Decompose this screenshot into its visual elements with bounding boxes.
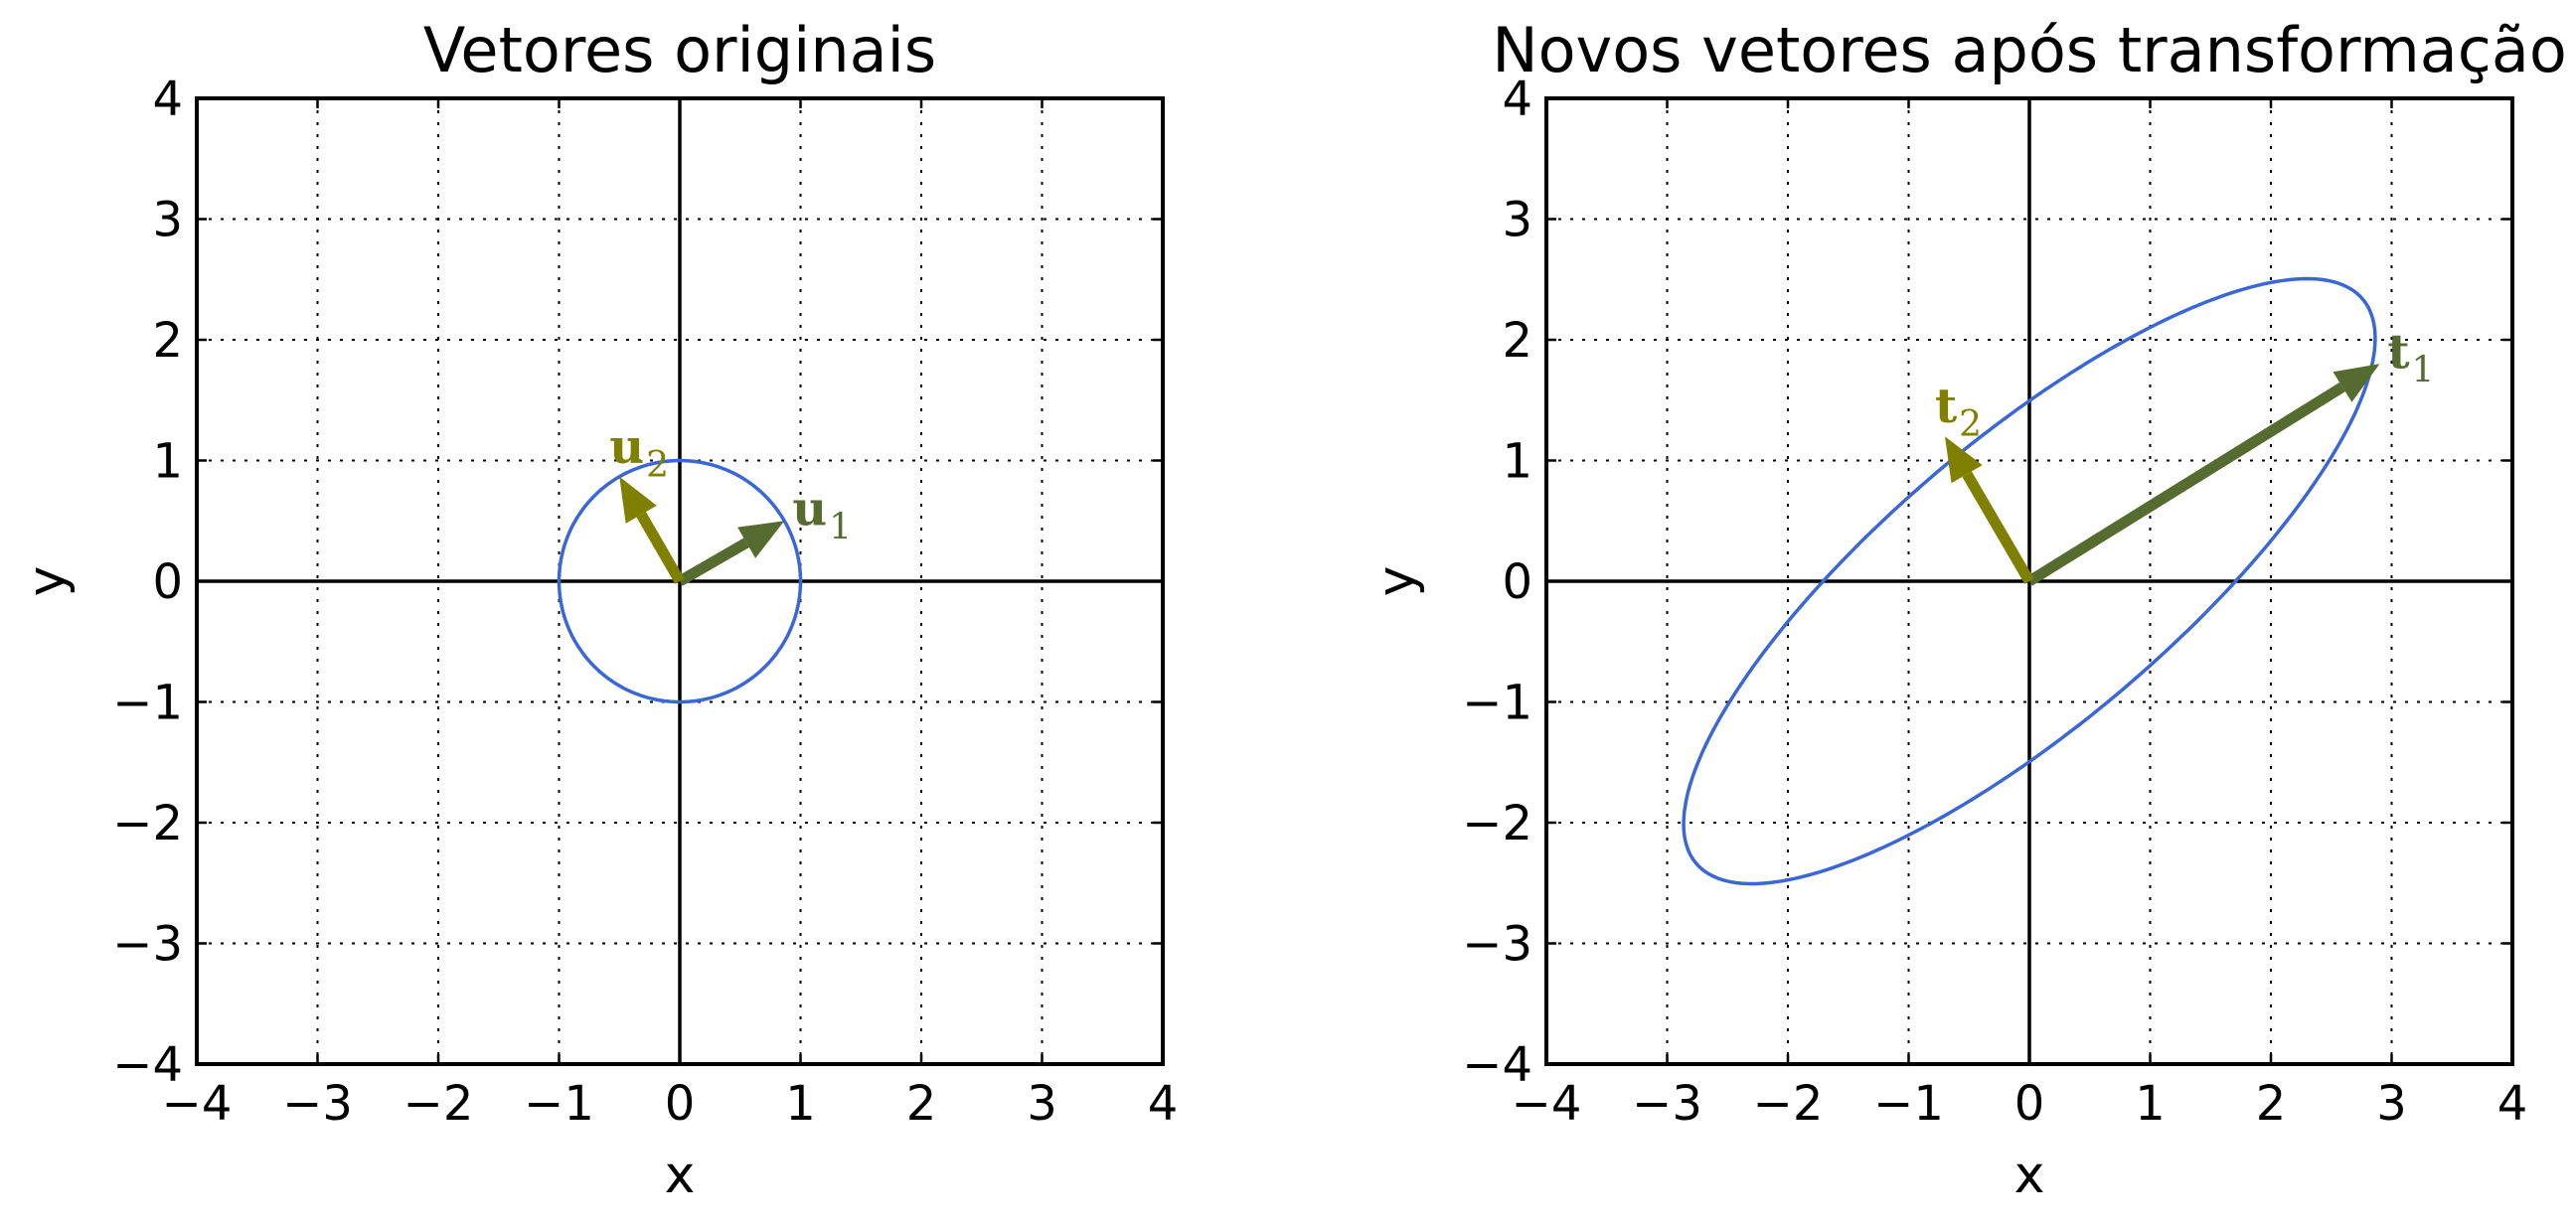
- y-tick-label: −3: [112, 917, 183, 973]
- x-tick-label: 0: [2014, 1076, 2045, 1132]
- x-tick-label: 1: [2135, 1076, 2166, 1132]
- y-axis-label: y: [1367, 566, 1426, 597]
- vector-t2-head: [1944, 436, 1983, 484]
- y-tick-label: 4: [152, 72, 183, 127]
- y-tick-label: 2: [152, 313, 183, 369]
- y-tick-label: −1: [112, 676, 183, 731]
- y-tick-label: −4: [1462, 1037, 1532, 1093]
- vector-u1-head: [737, 521, 785, 558]
- x-tick-label: 2: [2256, 1076, 2287, 1132]
- y-tick-label: 3: [152, 193, 183, 248]
- vector-t1-shaft: [2026, 382, 2345, 586]
- x-tick-label: −1: [524, 1076, 594, 1132]
- y-tick-label: 4: [1502, 72, 1532, 127]
- curve-ellipse: [1682, 276, 2377, 886]
- x-tick-label: 3: [2376, 1076, 2407, 1132]
- vector-t1-head: [2333, 364, 2380, 402]
- x-tick-label: −3: [1632, 1076, 1702, 1132]
- y-tick-label: 1: [1502, 434, 1532, 490]
- x-tick-label: 3: [1027, 1076, 1057, 1132]
- y-tick-label: −3: [1462, 917, 1532, 973]
- x-axis-label: x: [2014, 1146, 2045, 1205]
- curve-circle: [557, 458, 803, 704]
- y-tick-label: 3: [1502, 193, 1532, 248]
- vector-u2-head: [619, 476, 657, 524]
- y-tick-label: −1: [1462, 676, 1532, 731]
- x-tick-label: 2: [906, 1076, 937, 1132]
- x-tick-label: −2: [403, 1076, 474, 1132]
- chart-title: Novos vetores após transformação: [1492, 14, 2567, 86]
- x-tick-label: 4: [2497, 1076, 2528, 1132]
- chart-title: Vetores originais: [423, 14, 936, 86]
- y-tick-label: 0: [152, 554, 183, 610]
- vector-label-t2: t2: [1935, 379, 1982, 445]
- y-tick-label: −2: [1462, 796, 1532, 851]
- y-tick-label: 0: [1502, 554, 1532, 610]
- x-tick-label: 0: [665, 1076, 696, 1132]
- chart-panel-2: −4 −3 −2 −1 0 1 2 3 4 −4 −3 −2 −1 0 1 2 3 4 t1 t2 Novos veto…: [1367, 14, 2567, 1205]
- y-axis-label: y: [17, 566, 77, 597]
- x-tick-label: 1: [785, 1076, 816, 1132]
- x-tick-label: −2: [1753, 1076, 1824, 1132]
- x-tick-label: −3: [282, 1076, 353, 1132]
- x-tick-label: −4: [162, 1076, 233, 1132]
- y-tick-label: −4: [112, 1037, 183, 1093]
- y-tick-label: 2: [1502, 313, 1532, 369]
- y-tick-label: −2: [112, 796, 183, 851]
- vector-u2-shaft: [636, 512, 685, 584]
- x-tick-label: −4: [1512, 1076, 1582, 1132]
- vector-label-u1: u1: [792, 481, 852, 547]
- x-tick-label: 4: [1148, 1076, 1179, 1132]
- vector-label-t1: t1: [2387, 324, 2434, 390]
- vector-u1-shaft: [677, 538, 749, 586]
- plot-frame: [195, 96, 1165, 1066]
- plot-frame: [1544, 96, 2514, 1066]
- vector-t2-shaft: [1962, 471, 2034, 584]
- x-axis-label: x: [665, 1146, 696, 1205]
- y-tick-label: 1: [152, 434, 183, 490]
- x-tick-label: −1: [1873, 1076, 1944, 1132]
